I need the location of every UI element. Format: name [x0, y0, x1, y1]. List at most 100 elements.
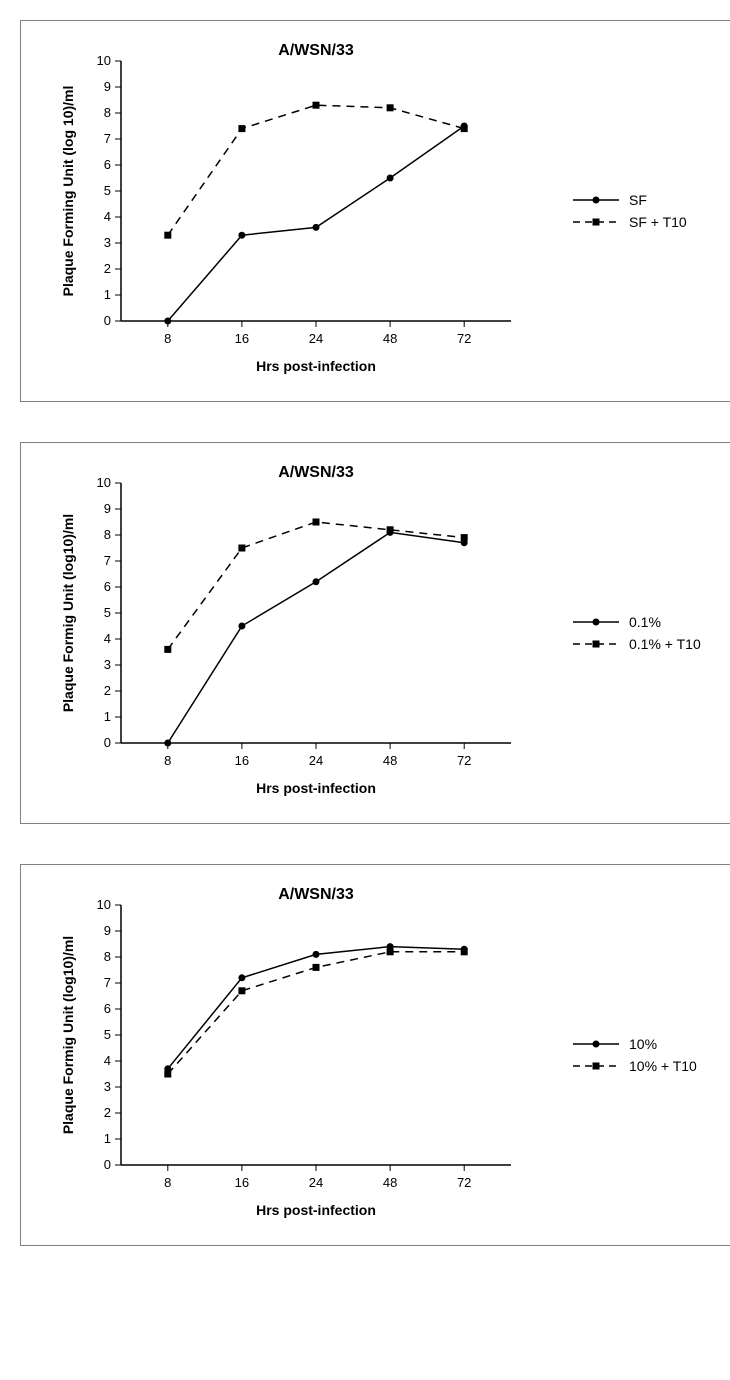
- x-tick-label: 72: [457, 331, 471, 346]
- y-tick-label: 4: [104, 209, 111, 224]
- data-marker: [313, 102, 320, 109]
- legend-label: 0.1%: [629, 614, 661, 630]
- data-marker: [387, 175, 394, 182]
- y-tick-label: 2: [104, 683, 111, 698]
- x-tick-label: 8: [164, 331, 171, 346]
- y-tick-label: 7: [104, 131, 111, 146]
- data-marker: [461, 125, 468, 132]
- x-tick-label: 48: [383, 753, 397, 768]
- y-tick-label: 6: [104, 1001, 111, 1016]
- legend-label: 10%: [629, 1036, 657, 1052]
- data-marker: [238, 987, 245, 994]
- chart-svg: 012345678910816244872A/WSN/33Hrs post-in…: [31, 31, 551, 391]
- y-tick-label: 4: [104, 1053, 111, 1068]
- y-tick-label: 8: [104, 527, 111, 542]
- legend-item: SF + T10: [571, 214, 687, 230]
- y-tick-label: 9: [104, 79, 111, 94]
- chart-title: A/WSN/33: [278, 42, 354, 59]
- x-tick-label: 24: [309, 753, 323, 768]
- data-marker: [164, 232, 171, 239]
- legend: 0.1% 0.1% + T10: [571, 608, 701, 658]
- data-marker: [387, 526, 394, 533]
- chart-svg: 012345678910816244872A/WSN/33Hrs post-in…: [31, 875, 551, 1235]
- y-tick-label: 3: [104, 235, 111, 250]
- data-marker: [164, 646, 171, 653]
- legend-swatch: [571, 192, 621, 208]
- chart-title: A/WSN/33: [278, 886, 354, 903]
- y-axis-label: Plaque Forming Unit (log 10)/ml: [60, 86, 76, 297]
- x-tick-label: 72: [457, 1175, 471, 1190]
- legend-label: SF + T10: [629, 214, 687, 230]
- y-tick-label: 1: [104, 1131, 111, 1146]
- y-tick-label: 0: [104, 1157, 111, 1172]
- y-tick-label: 10: [97, 53, 111, 68]
- legend-item: 10%: [571, 1036, 697, 1052]
- y-tick-label: 0: [104, 735, 111, 750]
- y-tick-label: 1: [104, 709, 111, 724]
- chart-svg: 012345678910816244872A/WSN/33Hrs post-in…: [31, 453, 551, 813]
- legend: 10% 10% + T10: [571, 1030, 697, 1080]
- legend-swatch: [571, 1058, 621, 1074]
- x-axis-label: Hrs post-infection: [256, 358, 376, 374]
- x-tick-label: 24: [309, 1175, 323, 1190]
- x-tick-label: 16: [235, 1175, 249, 1190]
- legend-item: SF: [571, 192, 687, 208]
- legend: SF SF + T10: [571, 186, 687, 236]
- legend-label: 10% + T10: [629, 1058, 697, 1074]
- y-tick-label: 3: [104, 657, 111, 672]
- y-tick-label: 10: [97, 475, 111, 490]
- y-tick-label: 10: [97, 897, 111, 912]
- data-marker: [164, 318, 171, 325]
- legend-label: SF: [629, 192, 647, 208]
- legend-item: 10% + T10: [571, 1058, 697, 1074]
- data-marker: [238, 545, 245, 552]
- data-marker: [164, 740, 171, 747]
- y-tick-label: 4: [104, 631, 111, 646]
- y-tick-label: 2: [104, 1105, 111, 1120]
- data-marker: [313, 964, 320, 971]
- legend-swatch: [571, 614, 621, 630]
- x-tick-label: 48: [383, 331, 397, 346]
- x-axis-label: Hrs post-infection: [256, 780, 376, 796]
- legend-swatch: [571, 636, 621, 652]
- legend-label: 0.1% + T10: [629, 636, 701, 652]
- y-tick-label: 7: [104, 553, 111, 568]
- legend-item: 0.1% + T10: [571, 636, 701, 652]
- x-tick-label: 16: [235, 331, 249, 346]
- data-marker: [313, 224, 320, 231]
- y-tick-label: 9: [104, 923, 111, 938]
- data-marker: [461, 534, 468, 541]
- data-marker: [238, 125, 245, 132]
- y-tick-label: 5: [104, 1027, 111, 1042]
- chart-panel: 012345678910816244872A/WSN/33Hrs post-in…: [20, 864, 730, 1246]
- data-marker: [387, 104, 394, 111]
- data-marker: [238, 232, 245, 239]
- y-tick-label: 3: [104, 1079, 111, 1094]
- legend-swatch: [571, 1036, 621, 1052]
- y-tick-label: 0: [104, 313, 111, 328]
- data-marker: [313, 578, 320, 585]
- data-marker: [313, 519, 320, 526]
- legend-swatch: [571, 214, 621, 230]
- chart-panel: 012345678910816244872A/WSN/33Hrs post-in…: [20, 20, 730, 402]
- data-marker: [461, 948, 468, 955]
- x-tick-label: 8: [164, 753, 171, 768]
- x-tick-label: 24: [309, 331, 323, 346]
- chart-row: 012345678910816244872A/WSN/33Hrs post-in…: [31, 453, 721, 813]
- y-tick-label: 8: [104, 105, 111, 120]
- y-tick-label: 5: [104, 605, 111, 620]
- y-tick-label: 8: [104, 949, 111, 964]
- y-axis-label: Plaque Formig Unit (log10)/ml: [60, 514, 76, 712]
- chart-row: 012345678910816244872A/WSN/33Hrs post-in…: [31, 875, 721, 1235]
- data-marker: [238, 974, 245, 981]
- legend-item: 0.1%: [571, 614, 701, 630]
- x-axis-label: Hrs post-infection: [256, 1202, 376, 1218]
- x-tick-label: 72: [457, 753, 471, 768]
- data-marker: [164, 1071, 171, 1078]
- chart-title: A/WSN/33: [278, 464, 354, 481]
- x-tick-label: 16: [235, 753, 249, 768]
- x-tick-label: 8: [164, 1175, 171, 1190]
- y-axis-label: Plaque Formig Unit (log10)/ml: [60, 936, 76, 1134]
- y-tick-label: 2: [104, 261, 111, 276]
- chart-row: 012345678910816244872A/WSN/33Hrs post-in…: [31, 31, 721, 391]
